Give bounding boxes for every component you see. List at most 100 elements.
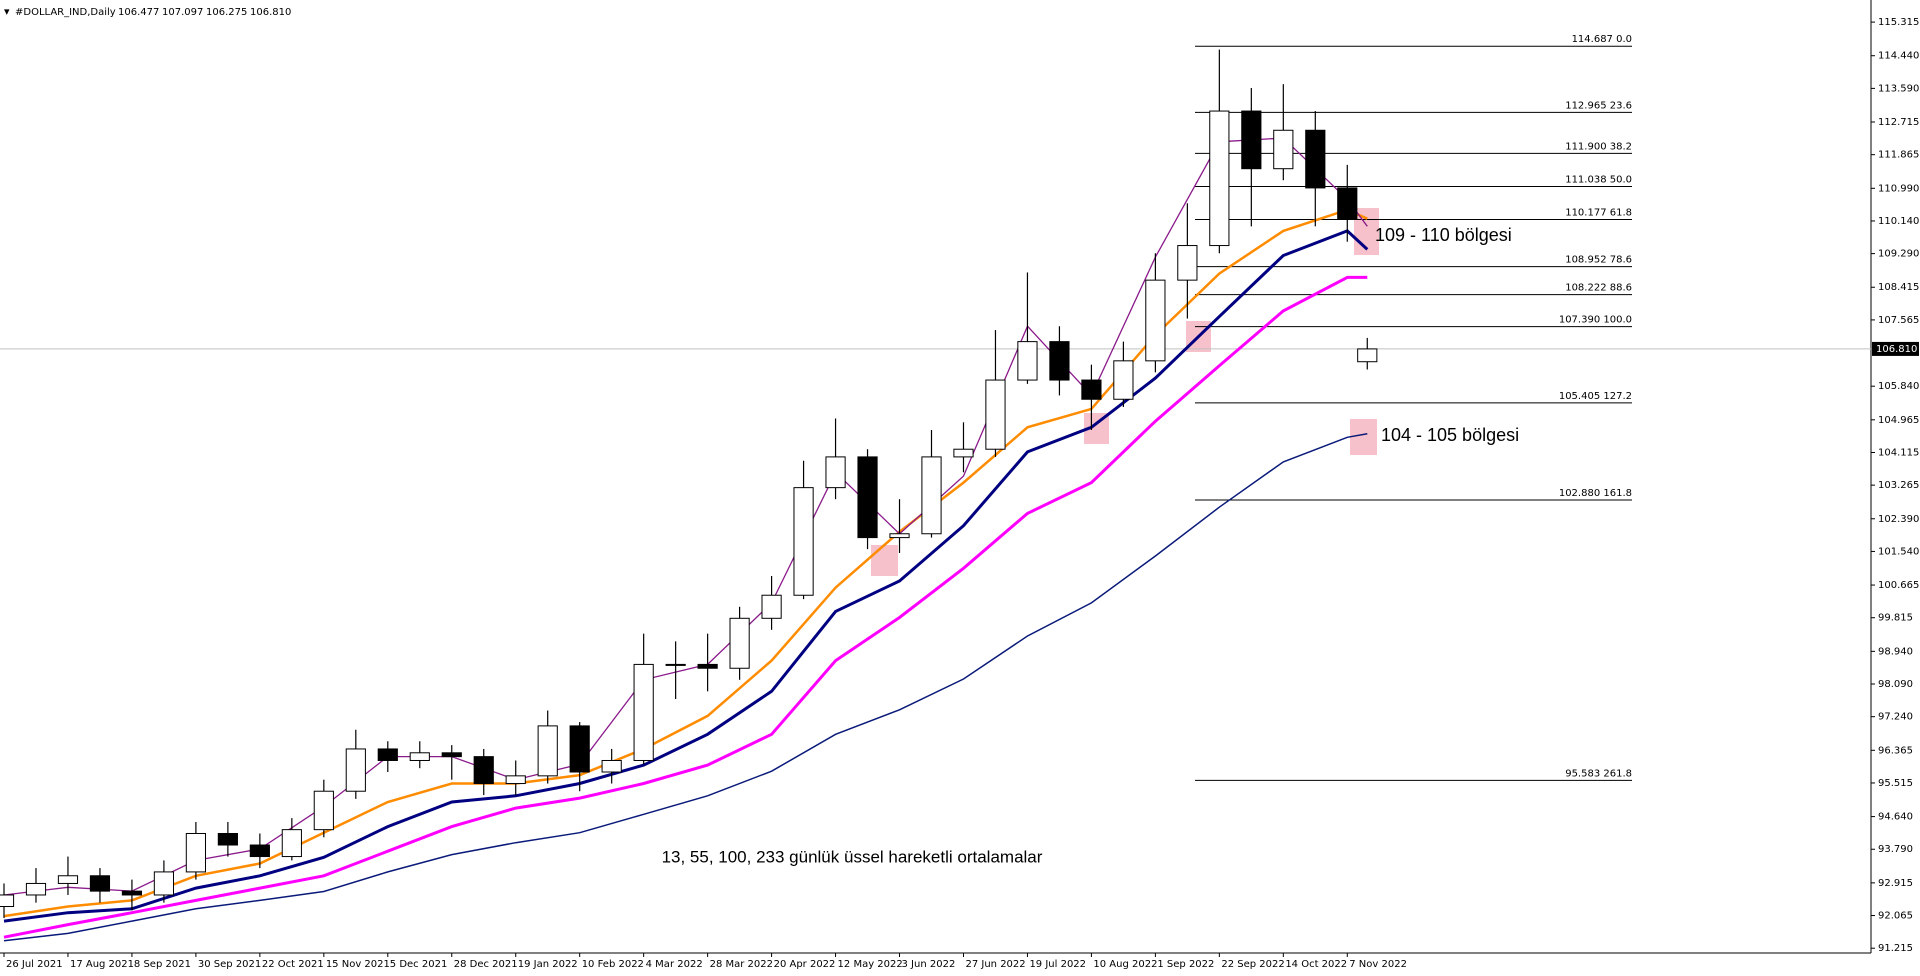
y-tick-label: 91.215 bbox=[1878, 943, 1913, 954]
fib-label: 112.965 23.6 bbox=[1565, 100, 1632, 111]
y-tick-label: 104.115 bbox=[1878, 447, 1919, 458]
fib-label: 95.583 261.8 bbox=[1565, 768, 1632, 779]
candle-body bbox=[569, 725, 590, 773]
candle-body bbox=[953, 448, 974, 458]
candle-body bbox=[1113, 360, 1134, 400]
candle-body bbox=[1337, 187, 1358, 220]
y-tick-label: 111.865 bbox=[1878, 150, 1919, 161]
x-tick-label: 17 Aug 2021 bbox=[70, 959, 134, 970]
candle-body bbox=[793, 487, 814, 596]
zone-box bbox=[871, 545, 898, 576]
y-tick-label: 112.715 bbox=[1878, 117, 1919, 128]
candle-body bbox=[1177, 245, 1198, 281]
y-tick-label: 102.390 bbox=[1878, 514, 1919, 525]
y-tick-label: 114.440 bbox=[1878, 51, 1919, 62]
fib-label: 114.687 0.0 bbox=[1572, 34, 1632, 45]
x-tick-label: 14 Oct 2022 bbox=[1285, 959, 1347, 970]
moving-average bbox=[3, 208, 1368, 918]
y-tick-label: 105.840 bbox=[1878, 381, 1919, 392]
x-tick-label: 12 May 2022 bbox=[838, 959, 903, 970]
zone-box bbox=[1350, 419, 1377, 455]
candle-body bbox=[153, 871, 175, 896]
y-tick-label: 99.815 bbox=[1878, 613, 1913, 624]
y-tick-label: 107.565 bbox=[1878, 315, 1919, 326]
x-tick-label: 10 Aug 2022 bbox=[1093, 959, 1157, 970]
candle-body bbox=[857, 456, 878, 539]
x-tick-label: 20 Apr 2022 bbox=[774, 959, 836, 970]
fib-label: 107.390 100.0 bbox=[1559, 315, 1632, 326]
x-tick-label: 15 Nov 2021 bbox=[326, 959, 390, 970]
x-tick-label: 19 Jan 2022 bbox=[518, 959, 578, 970]
y-tick-label: 109.290 bbox=[1878, 249, 1919, 260]
x-tick-label: 19 Jul 2022 bbox=[1029, 959, 1086, 970]
x-tick-label: 3 Jun 2022 bbox=[902, 959, 956, 970]
y-tick-label: 97.240 bbox=[1878, 712, 1913, 723]
y-tick-label: 98.940 bbox=[1878, 646, 1913, 657]
x-tick-label: 5 Dec 2021 bbox=[390, 959, 448, 970]
x-tick-label: 1 Sep 2022 bbox=[1157, 959, 1214, 970]
y-tick-label: 103.265 bbox=[1878, 480, 1919, 491]
fib-label: 111.038 50.0 bbox=[1565, 174, 1632, 185]
annotation: 13, 55, 100, 233 günlük üssel hareketli … bbox=[662, 847, 1043, 866]
y-tick-label: 113.590 bbox=[1878, 83, 1919, 94]
candle-body bbox=[1049, 341, 1070, 381]
candle-body bbox=[601, 759, 622, 773]
fib-label: 102.880 161.8 bbox=[1559, 488, 1632, 499]
candle-body bbox=[761, 594, 782, 619]
current-price-label: 106.810 bbox=[1876, 344, 1917, 355]
header-value: 107.097 bbox=[162, 7, 203, 18]
fib-label: 108.222 88.6 bbox=[1565, 283, 1632, 294]
candle-body bbox=[473, 756, 494, 785]
candle-body bbox=[889, 533, 910, 539]
x-tick-label: 27 Jun 2022 bbox=[965, 959, 1025, 970]
candle-body bbox=[345, 748, 366, 792]
candle-body bbox=[25, 882, 47, 896]
header-value: 106.477 bbox=[118, 7, 159, 18]
candle-body bbox=[665, 663, 686, 666]
x-tick-label: 28 Dec 2021 bbox=[454, 959, 518, 970]
candle-body bbox=[697, 663, 718, 669]
candle-body bbox=[825, 456, 846, 489]
candle-body bbox=[921, 456, 942, 535]
header-value: 106.810 bbox=[250, 7, 291, 18]
candle-body bbox=[441, 752, 462, 758]
x-tick-label: 22 Sep 2022 bbox=[1221, 959, 1284, 970]
menu-arrow[interactable]: ▾ bbox=[4, 5, 10, 18]
fib-label: 108.952 78.6 bbox=[1565, 255, 1632, 266]
x-tick-label: 4 Mar 2022 bbox=[646, 959, 703, 970]
x-tick-label: 22 Oct 2021 bbox=[262, 959, 324, 970]
y-tick-label: 115.315 bbox=[1878, 17, 1919, 28]
x-tick-label: 28 Mar 2022 bbox=[710, 959, 773, 970]
y-tick-label: 110.990 bbox=[1878, 183, 1919, 194]
header-value: 106.275 bbox=[206, 7, 247, 18]
candle-body bbox=[537, 725, 558, 777]
y-tick-label: 101.540 bbox=[1878, 546, 1919, 557]
y-tick-label: 96.365 bbox=[1878, 745, 1913, 756]
candle-body bbox=[57, 875, 79, 884]
candle-body bbox=[1241, 110, 1262, 170]
candle-body bbox=[409, 752, 430, 761]
moving-average bbox=[3, 229, 1369, 923]
y-tick-label: 100.665 bbox=[1878, 580, 1919, 591]
candle-body bbox=[377, 748, 398, 761]
candle-body bbox=[505, 775, 526, 785]
annotation: 104 - 105 bölgesi bbox=[1381, 425, 1519, 445]
y-tick-label: 98.090 bbox=[1878, 679, 1913, 690]
candle-body bbox=[121, 890, 143, 896]
candle-body bbox=[729, 617, 750, 669]
x-tick-label: 8 Sep 2021 bbox=[134, 959, 191, 970]
moving-average bbox=[3, 433, 1368, 942]
y-tick-label: 95.515 bbox=[1878, 778, 1913, 789]
y-tick-label: 94.640 bbox=[1878, 812, 1913, 823]
candle-body bbox=[1357, 348, 1378, 363]
candle-body bbox=[1145, 279, 1166, 362]
fib-label: 111.900 38.2 bbox=[1565, 141, 1632, 152]
candle-body bbox=[1081, 379, 1102, 400]
candle-body bbox=[1017, 341, 1038, 381]
fib-label: 110.177 61.8 bbox=[1565, 208, 1632, 219]
candle-body bbox=[313, 790, 334, 831]
x-tick-label: 10 Feb 2022 bbox=[582, 959, 644, 970]
current-price-box bbox=[1872, 341, 1919, 356]
